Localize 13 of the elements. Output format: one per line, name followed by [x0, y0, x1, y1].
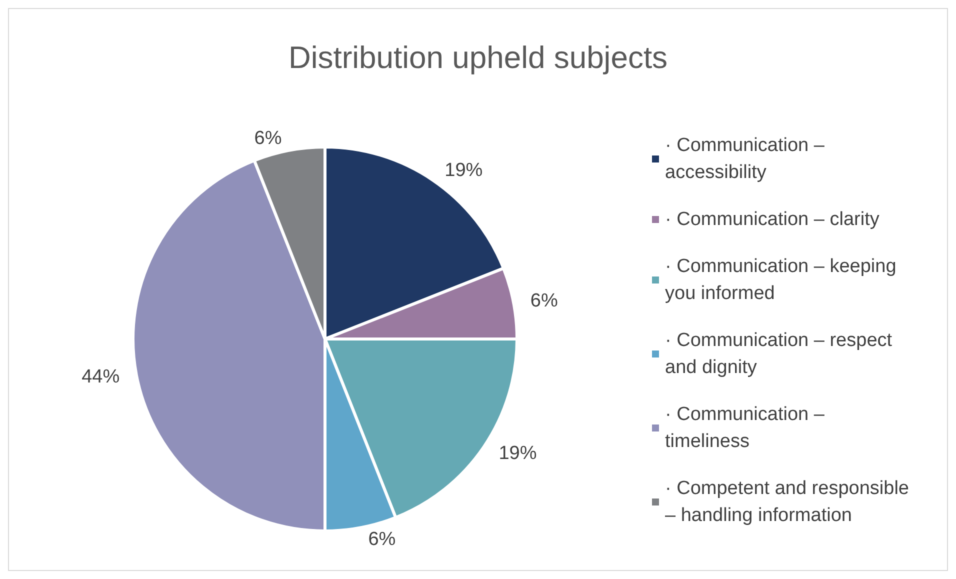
legend-label: · Competent and responsible – handling information	[665, 478, 914, 526]
legend-label: · Communication – clarity	[665, 209, 880, 230]
data-label: 6%	[530, 290, 558, 312]
chart-title: Distribution upheld subjects	[288, 40, 668, 75]
legend-label: · Communication – respect and dignity	[665, 330, 898, 378]
legend-label: · Communication – accessibility	[665, 135, 830, 183]
data-label: 44%	[82, 366, 120, 388]
data-label: 6%	[254, 128, 282, 150]
data-label: 6%	[368, 528, 396, 550]
data-label: 19%	[498, 443, 537, 464]
legend-label: · Communication – timeliness	[665, 404, 830, 452]
legend-label: · Communication – keeping you informed	[665, 256, 902, 304]
data-label: 19%	[444, 160, 483, 181]
